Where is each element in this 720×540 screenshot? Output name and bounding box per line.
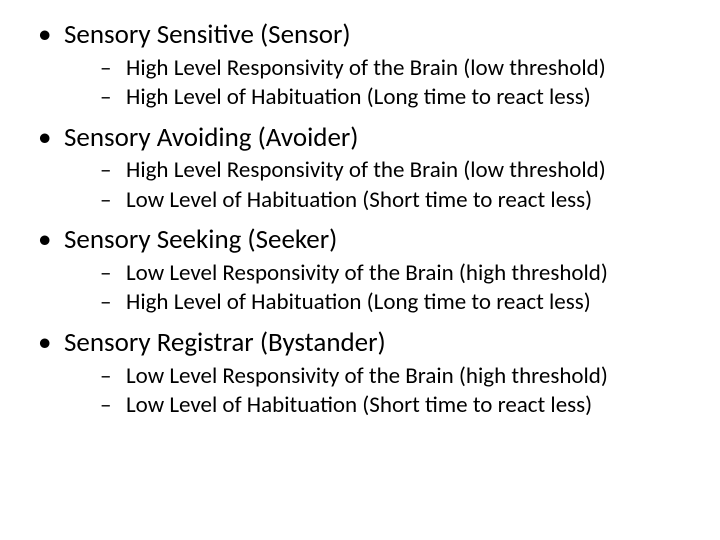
sub-list: High Level Responsivity of the Brain (lo… xyxy=(64,54,690,113)
sub-list-item: Low Level of Habituation (Short time to … xyxy=(64,186,690,215)
list-item: Sensory Registrar (Bystander) Low Level … xyxy=(30,326,690,421)
sub-list-item: Low Level Responsivity of the Brain (hig… xyxy=(64,259,690,288)
list-item: Sensory Sensitive (Sensor) High Level Re… xyxy=(30,18,690,113)
sub-list: High Level Responsivity of the Brain (lo… xyxy=(64,156,690,215)
list-item: Sensory Seeking (Seeker) Low Level Respo… xyxy=(30,223,690,318)
sub-list-item: High Level Responsivity of the Brain (lo… xyxy=(64,156,690,185)
slide: Sensory Sensitive (Sensor) High Level Re… xyxy=(0,0,720,540)
list-item: Sensory Avoiding (Avoider) High Level Re… xyxy=(30,121,690,216)
list-item-title: Sensory Seeking (Seeker) xyxy=(64,223,337,256)
sub-list-item: High Level of Habituation (Long time to … xyxy=(64,288,690,317)
sub-list-item: Low Level Responsivity of the Brain (hig… xyxy=(64,362,690,391)
list-item-title: Sensory Sensitive (Sensor) xyxy=(64,18,351,51)
sub-list: Low Level Responsivity of the Brain (hig… xyxy=(64,362,690,421)
bullet-list: Sensory Sensitive (Sensor) High Level Re… xyxy=(30,18,690,421)
sub-list-item: High Level of Habituation (Long time to … xyxy=(64,83,690,112)
sub-list-item: Low Level of Habituation (Short time to … xyxy=(64,391,690,420)
list-item-title: Sensory Registrar (Bystander) xyxy=(64,326,386,359)
sub-list: Low Level Responsivity of the Brain (hig… xyxy=(64,259,690,318)
list-item-title: Sensory Avoiding (Avoider) xyxy=(64,121,358,154)
sub-list-item: High Level Responsivity of the Brain (lo… xyxy=(64,54,690,83)
